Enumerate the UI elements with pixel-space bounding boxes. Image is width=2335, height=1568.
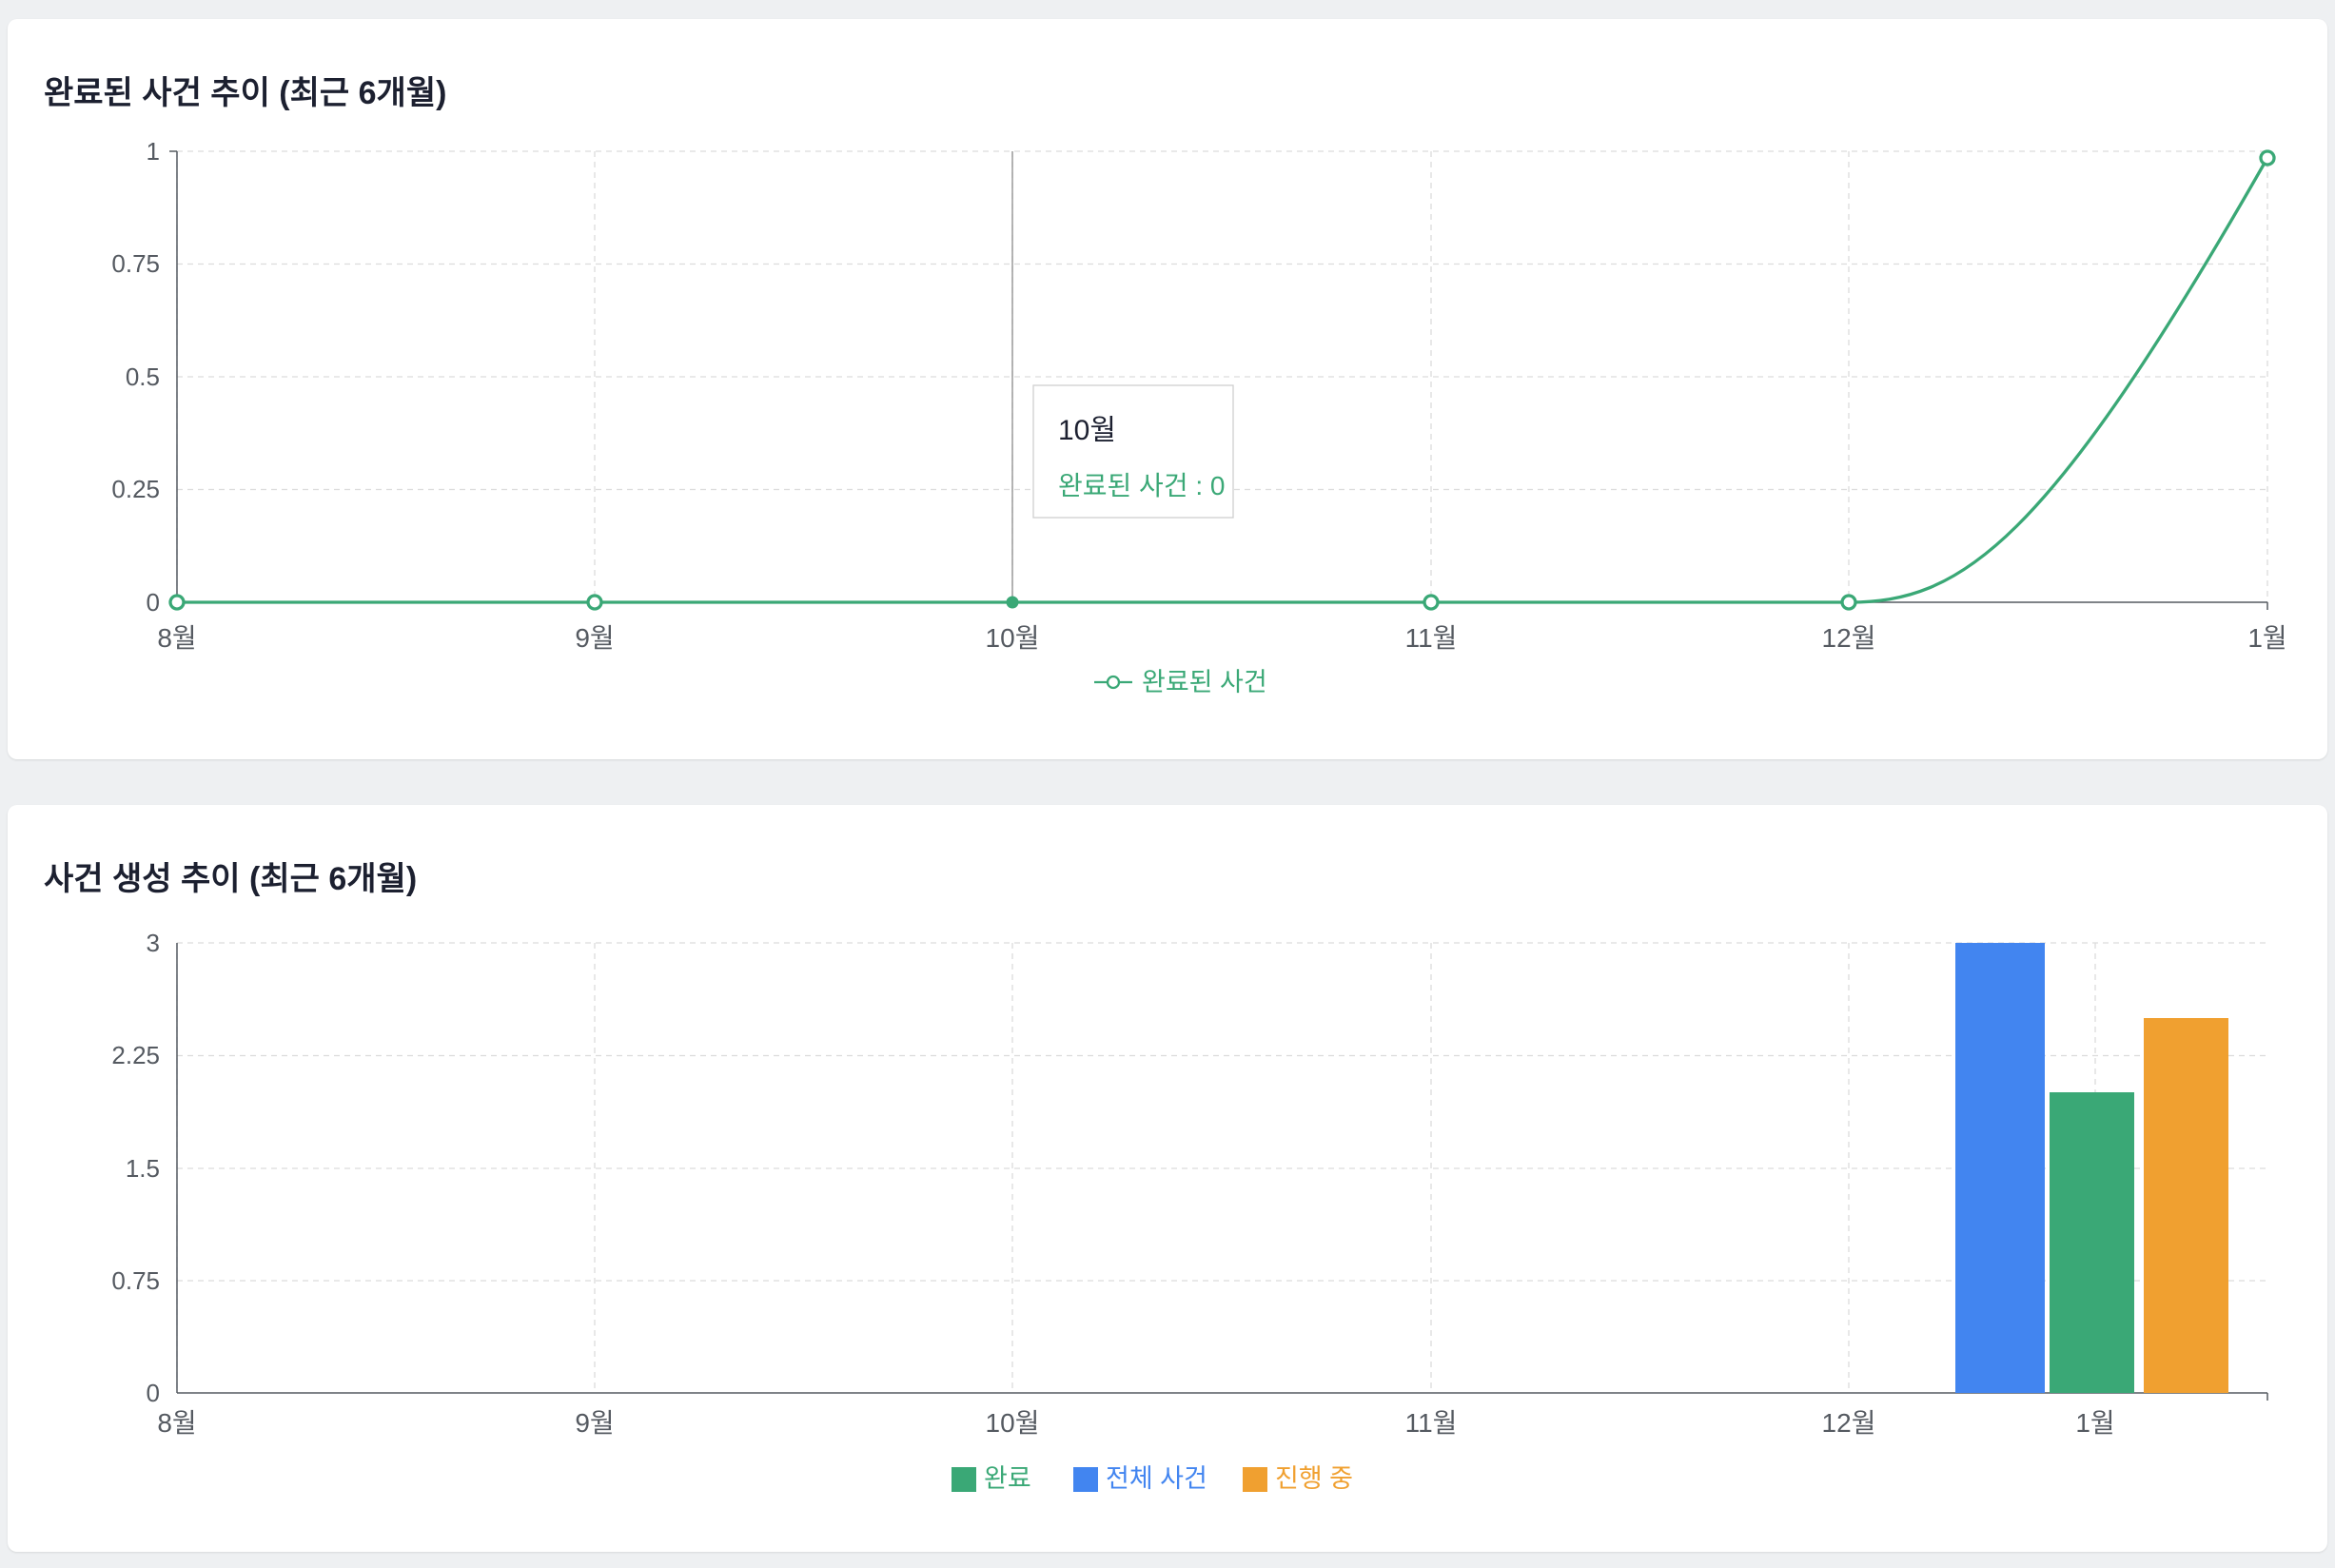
svg-text:1.5: 1.5 <box>126 1154 160 1183</box>
svg-text:완료된 사건 : 0: 완료된 사건 : 0 <box>1058 471 1226 500</box>
svg-text:11월: 11월 <box>1405 1408 1458 1438</box>
svg-text:10월: 10월 <box>986 1408 1040 1438</box>
svg-text:12월: 12월 <box>1822 623 1876 653</box>
svg-text:8월: 8월 <box>157 623 196 653</box>
svg-text:10월: 10월 <box>1058 415 1116 446</box>
svg-text:8월: 8월 <box>157 1408 196 1438</box>
svg-text:1: 1 <box>147 137 160 166</box>
svg-text:0: 0 <box>147 588 160 617</box>
svg-text:완료: 완료 <box>984 1464 1031 1493</box>
svg-text:9월: 9월 <box>575 1408 614 1438</box>
svg-text:완료된 사건: 완료된 사건 <box>1142 668 1267 696</box>
svg-text:3: 3 <box>147 929 160 957</box>
svg-text:10월: 10월 <box>986 623 1040 653</box>
svg-text:9월: 9월 <box>575 623 614 653</box>
svg-text:1월: 1월 <box>2075 1408 2114 1438</box>
svg-text:0.5: 0.5 <box>126 363 160 391</box>
svg-text:전체 사건: 전체 사건 <box>1106 1464 1207 1493</box>
svg-text:0: 0 <box>147 1379 160 1407</box>
svg-text:12월: 12월 <box>1822 1408 1876 1438</box>
svg-text:1월: 1월 <box>2247 623 2286 653</box>
svg-text:0.75: 0.75 <box>111 249 160 278</box>
svg-text:2.25: 2.25 <box>111 1041 160 1069</box>
svg-text:0.25: 0.25 <box>111 475 160 503</box>
svg-text:11월: 11월 <box>1405 623 1458 653</box>
svg-text:0.75: 0.75 <box>111 1266 160 1295</box>
svg-text:진행 중: 진행 중 <box>1275 1464 1353 1493</box>
